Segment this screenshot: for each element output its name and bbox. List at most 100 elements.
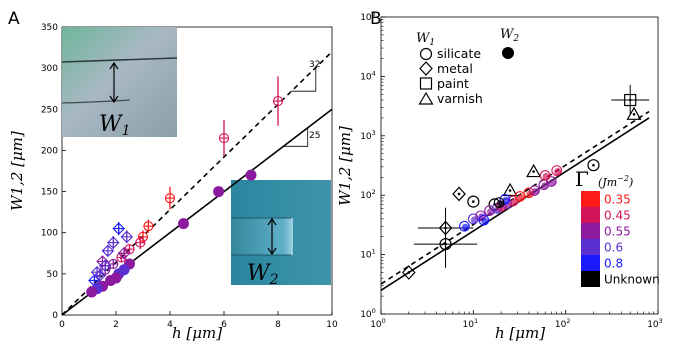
legend-silicate: silicate bbox=[437, 46, 481, 61]
gamma-label: 0.8 bbox=[604, 257, 623, 271]
point-open-circle-cross bbox=[218, 119, 230, 157]
legend-circle-icon bbox=[419, 47, 433, 61]
y-ticks-b: 100 101 102 103 104 105 bbox=[360, 10, 385, 320]
point-b-colored-cluster bbox=[459, 220, 470, 232]
slope-label-32: 32 bbox=[309, 60, 320, 70]
y-tick-label-b: 105 bbox=[360, 10, 376, 23]
fit-line-b-32 bbox=[380, 110, 650, 285]
y-axis-label-a: W1,2 [μm] bbox=[8, 131, 26, 211]
point-open-diamond-cross bbox=[120, 230, 134, 244]
gamma-swatch bbox=[581, 271, 600, 287]
inset-w2-label: W2 bbox=[247, 261, 279, 288]
point-open-circle-cross bbox=[135, 236, 146, 250]
data-points-b bbox=[401, 84, 650, 280]
point-open-circle-cross bbox=[108, 258, 119, 270]
y-tick-label-a: 350 bbox=[41, 23, 58, 33]
point-b-black-open bbox=[626, 106, 642, 120]
legend: W1 W2 silicate metal paint varnish bbox=[416, 27, 519, 106]
point-b-colored-cluster bbox=[546, 176, 557, 187]
y-tick-label-b: 104 bbox=[360, 69, 376, 82]
x-tick-label-a: 0 bbox=[59, 320, 65, 330]
gamma-label: 0.45 bbox=[604, 209, 631, 223]
gamma-legend: Γ (Jm−2) 0.35 0.45 0.55 0.6 0.8 Unknown bbox=[575, 167, 660, 287]
point-open-diamond-cross bbox=[93, 269, 107, 282]
gamma-symbol: Γ bbox=[575, 167, 589, 191]
point-b-colored-cluster bbox=[539, 170, 551, 181]
x-tick-label-a: 4 bbox=[167, 320, 173, 330]
point-b-black-open bbox=[452, 186, 466, 202]
x-tick-label-b: 103 bbox=[647, 317, 663, 330]
point-open-circle-cross bbox=[164, 186, 176, 210]
x-tick-label-a: 6 bbox=[221, 320, 227, 330]
point-open-diamond-cross bbox=[101, 244, 115, 258]
gamma-swatch bbox=[581, 191, 600, 207]
inset-w2: W2 bbox=[231, 180, 331, 288]
point-b-colored-cluster bbox=[514, 191, 526, 202]
slope-triangles-a: 32 25 bbox=[283, 60, 320, 147]
gamma-swatch bbox=[581, 239, 600, 255]
y-tick-label-a: 200 bbox=[41, 146, 58, 156]
y-tick-label-a: 150 bbox=[41, 188, 58, 198]
x-tick-label-b: 101 bbox=[463, 317, 479, 330]
data-points-a bbox=[86, 76, 284, 298]
x-tick-label-a: 2 bbox=[113, 320, 119, 330]
inset-w1-label: W1 bbox=[99, 112, 131, 139]
point-b-black-open bbox=[467, 195, 480, 208]
point-b-black-open bbox=[611, 84, 650, 116]
point-b-black-open bbox=[526, 163, 542, 178]
y-tick-label-a: 0 bbox=[52, 311, 58, 321]
point-b-colored-cluster bbox=[493, 197, 505, 208]
legend-header-w1: W1 bbox=[416, 31, 435, 48]
y-ticks-a: 0 50 100 150 200 250 300 350 bbox=[41, 23, 66, 321]
slope-triangle-25 bbox=[283, 127, 309, 147]
panel-a: A 0 2 4 6 8 10 0 50 100 150 200 250 300 350 h [μm] W… bbox=[8, 9, 338, 341]
gamma-label: 0.6 bbox=[604, 241, 623, 255]
y-axis-label-b: W1,2 [μm] bbox=[336, 126, 354, 206]
gamma-label: Unknown bbox=[604, 273, 660, 287]
legend-paint: paint bbox=[437, 76, 469, 91]
gamma-unit: (Jm−2) bbox=[598, 174, 633, 189]
panel-label-a: A bbox=[8, 9, 20, 29]
legend-metal: metal bbox=[437, 61, 473, 76]
point-open-diamond-cross bbox=[107, 236, 120, 250]
inset-w1-image bbox=[62, 27, 177, 137]
gamma-swatch bbox=[581, 223, 600, 239]
y-tick-label-b: 100 bbox=[360, 307, 376, 320]
point-filled-circle bbox=[178, 218, 189, 230]
y-tick-label-b: 102 bbox=[360, 188, 376, 201]
x-axis-label-a: h [μm] bbox=[172, 324, 222, 341]
point-b-black-open bbox=[502, 182, 518, 197]
x-tick-label-a: 10 bbox=[326, 320, 338, 330]
point-b-black-open bbox=[587, 159, 600, 172]
point-b-black-open bbox=[401, 265, 416, 280]
panel-label-b: B bbox=[370, 9, 382, 29]
point-filled-circle bbox=[86, 286, 98, 298]
legend-varnish: varnish bbox=[437, 91, 483, 106]
y-tick-label-a: 250 bbox=[41, 105, 58, 115]
x-tick-label-b: 100 bbox=[370, 317, 386, 330]
x-ticks-b: 100 101 102 103 bbox=[370, 310, 663, 330]
slope-label-25: 25 bbox=[309, 131, 320, 141]
x-ticks-a: 0 2 4 6 8 10 bbox=[59, 311, 338, 330]
point-open-diamond-cross bbox=[117, 247, 131, 260]
point-filled-circle bbox=[110, 272, 122, 284]
point-open-circle-cross bbox=[143, 219, 154, 233]
x-axis-label-b: h [μm] bbox=[495, 324, 545, 341]
y-tick-label-a: 50 bbox=[47, 270, 59, 280]
y-tick-label-b: 101 bbox=[360, 248, 376, 261]
gamma-label: 0.35 bbox=[604, 193, 631, 207]
legend-triangle-icon bbox=[418, 91, 434, 105]
y-tick-label-a: 100 bbox=[41, 229, 58, 239]
point-b-colored-cluster bbox=[478, 214, 490, 226]
point-open-circle-cross bbox=[272, 76, 284, 126]
point-b-colored-cluster bbox=[529, 185, 540, 196]
gamma-colorbar: 0.35 0.45 0.55 0.6 0.8 Unknown bbox=[581, 191, 660, 287]
plot-frame-a bbox=[61, 26, 333, 316]
point-filled-circle bbox=[245, 169, 257, 181]
x-tick-label-b: 102 bbox=[555, 317, 571, 330]
gamma-swatch bbox=[581, 207, 600, 223]
y-tick-label-b: 103 bbox=[360, 129, 376, 142]
legend-diamond-icon bbox=[419, 61, 433, 76]
legend-w2-filled-circle bbox=[502, 47, 514, 59]
